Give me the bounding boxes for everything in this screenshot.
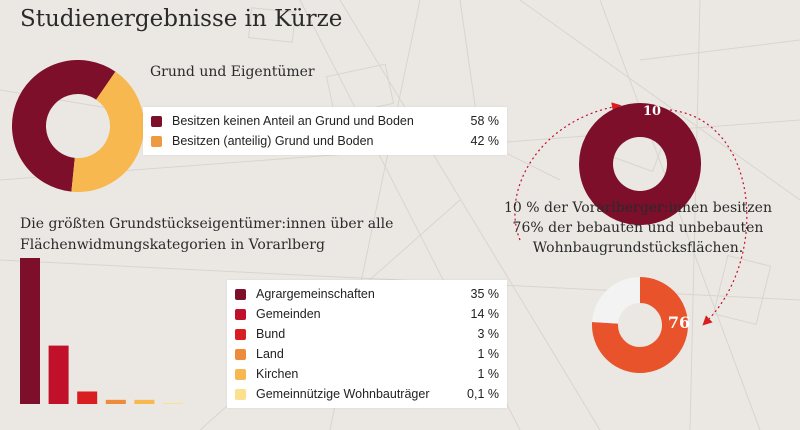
- page-title: Studienergebnisse in Kürze: [20, 6, 343, 32]
- owners-legend: Agrargemeinschaften 35 % Gemeinden 14 % …: [227, 280, 507, 408]
- bar-3: [105, 399, 126, 404]
- legend-item: Gemeinden 14 %: [235, 304, 499, 324]
- legend-value: 35 %: [470, 287, 500, 301]
- seventy-six-percent-donut: 76: [592, 277, 690, 373]
- legend-swatch: [151, 115, 162, 127]
- legend-label: Agrargemeinschaften: [256, 287, 375, 301]
- bar-1: [48, 345, 69, 404]
- legend-item: Besitzen (anteilig) Grund und Boden 42 %: [151, 131, 499, 151]
- share-text-line-3: Wohnbaugrundstücksflächen.: [532, 240, 744, 256]
- ownership-slice-1: [71, 71, 144, 192]
- legend-swatch: [235, 348, 246, 360]
- ten-slice-0: [579, 103, 701, 225]
- owners-chart-title-text: Die größten Grundstückseigentümer:innen …: [20, 216, 394, 253]
- ownership-slice-0: [12, 60, 116, 192]
- legend-swatch: [235, 388, 246, 400]
- legend-label: Land: [256, 347, 284, 361]
- legend-item: Agrargemeinschaften 35 %: [235, 284, 499, 304]
- legend-swatch: [151, 135, 162, 147]
- legend-value: 14 %: [470, 307, 500, 321]
- legend-value: 0,1 %: [467, 387, 499, 401]
- legend-item: Gemeinnützige Wohnbauträger 0,1 %: [235, 384, 499, 404]
- seventy-six-slice-1: [592, 277, 641, 325]
- seventy-six-value-label: 76: [668, 313, 690, 332]
- legend-item: Kirchen 1 %: [235, 364, 499, 384]
- share-infographic: 10 76: [514, 102, 748, 373]
- share-description: 10 % der Vorarlberger:innen besitzen 76%…: [488, 198, 788, 258]
- seventy-six-slice-0: [592, 277, 688, 373]
- bar-4: [134, 399, 155, 404]
- bar-0: [20, 258, 40, 404]
- legend-swatch: [235, 328, 246, 340]
- legend-value: 42 %: [470, 134, 500, 148]
- bar-5: [163, 403, 183, 404]
- ownership-legend: Besitzen keinen Anteil an Grund und Bode…: [143, 107, 507, 155]
- legend-item: Bund 3 %: [235, 324, 499, 344]
- legend-swatch: [235, 288, 246, 300]
- legend-item: Besitzen keinen Anteil an Grund und Bode…: [151, 111, 499, 131]
- legend-value: 1 %: [477, 347, 499, 361]
- legend-swatch: [235, 368, 246, 380]
- arrow-left-curve: [514, 102, 622, 241]
- legend-label: Besitzen (anteilig) Grund und Boden: [172, 134, 374, 148]
- ten-percent-donut: 10: [579, 103, 701, 225]
- legend-label: Gemeinnützige Wohnbauträger: [256, 387, 430, 401]
- share-text-line-1: 10 % der Vorarlberger:innen besitzen: [504, 200, 772, 216]
- legend-value: 58 %: [470, 114, 500, 128]
- legend-label: Kirchen: [256, 367, 299, 381]
- bar-2: [77, 391, 98, 404]
- owners-chart-title: Die größten Grundstückseigentümer:innen …: [20, 214, 420, 256]
- arrow-right-curve: [669, 109, 748, 326]
- legend-value: 1 %: [477, 367, 499, 381]
- owners-bar-chart: [20, 258, 183, 404]
- share-text-line-2: 76% der bebauten und unbebauten: [512, 220, 764, 236]
- legend-swatch: [235, 308, 246, 320]
- legend-label: Bund: [256, 327, 286, 341]
- ownership-donut-chart: [12, 60, 144, 192]
- ten-percent-value-label: 10: [643, 104, 661, 119]
- legend-item: Land 1 %: [235, 344, 499, 364]
- ownership-chart-title: Grund und Eigentümer: [150, 64, 315, 80]
- legend-label: Gemeinden: [256, 307, 321, 321]
- legend-label: Besitzen keinen Anteil an Grund und Bode…: [172, 114, 414, 128]
- legend-value: 3 %: [477, 327, 499, 341]
